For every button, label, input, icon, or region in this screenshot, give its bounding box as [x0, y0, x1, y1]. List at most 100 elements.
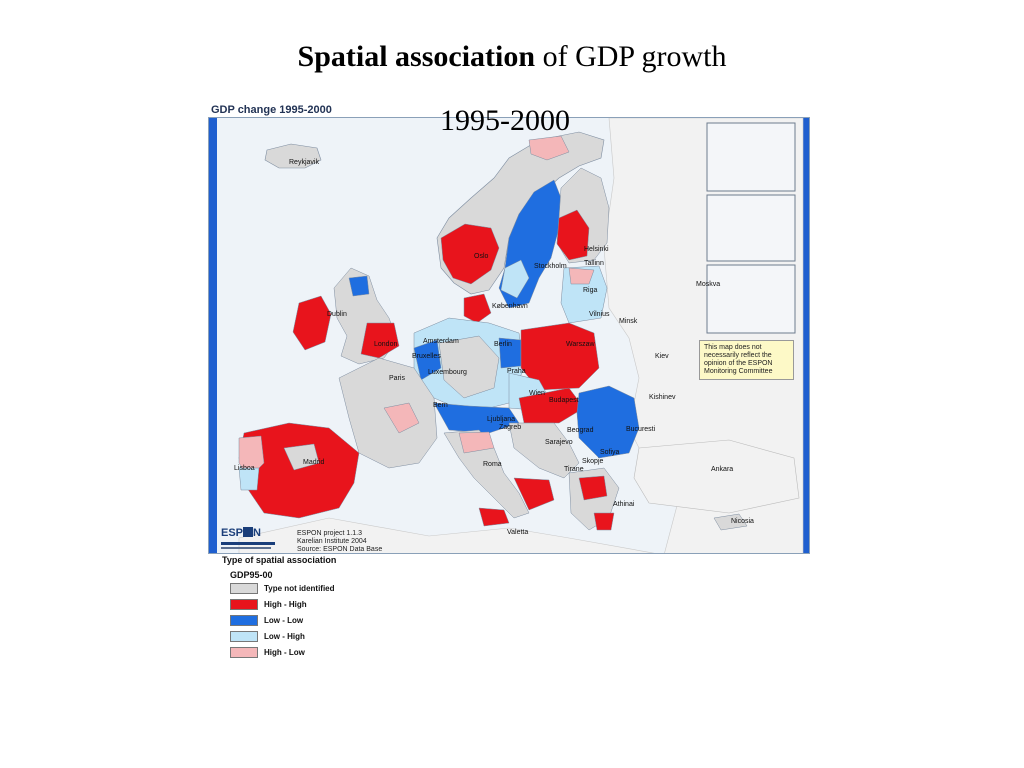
inset-reunion: [706, 264, 796, 334]
city-bruxelles: Bruxelles: [412, 353, 441, 360]
city-amsterdam: Amsterdam: [423, 338, 459, 345]
legend-swatch-high-high: [230, 598, 258, 610]
logo-text-left: ESP: [221, 527, 244, 539]
city-bern: Bern: [433, 402, 448, 409]
greece-south-hh: [593, 512, 615, 531]
map-disclaimer: This map does not necessarily reflect th…: [699, 340, 794, 380]
city-tirane: Tirane: [564, 466, 584, 473]
balkans-region: [508, 422, 580, 479]
legend-swatch-not-identified: [230, 582, 258, 594]
espon-logo: ESP N: [221, 527, 281, 553]
slide-title-rest: of GDP growth: [542, 40, 727, 73]
map-legend: Type of spatial association GDP95-00 Typ…: [222, 555, 402, 660]
city-praha: Praha: [507, 368, 526, 375]
legend-swatch-low-low: [230, 614, 258, 626]
norway-south-hh: [440, 223, 500, 285]
cyprus-region: [713, 513, 748, 531]
lisboa-lh: [238, 467, 260, 491]
legend-item: High - Low: [230, 644, 402, 660]
legend-subtitle: GDP95-00: [230, 570, 273, 580]
city-reykjavik: Reykjavik: [289, 159, 319, 166]
legend-label: Low - High: [264, 631, 305, 641]
legend-swatch-low-high: [230, 630, 258, 642]
city-zagreb: Zagreb: [499, 424, 521, 431]
city-dublin: Dublin: [327, 311, 347, 318]
city-sofiya: Sofiya: [600, 449, 620, 456]
italy-south-hh: [513, 477, 555, 511]
city-paris: Paris: [389, 375, 405, 382]
city-kobenhavn: København: [492, 303, 528, 310]
city-luxembourg: Luxembourg: [428, 369, 467, 376]
city-nicosia: Nicosia: [731, 518, 754, 525]
legend-item: Low - Low: [230, 612, 402, 628]
city-helsinki: Helsinki: [584, 246, 609, 253]
city-stockholm: Stockholm: [534, 263, 567, 270]
city-kishinev: Kishinev: [649, 394, 676, 401]
city-tallinn: Tallinn: [584, 260, 604, 267]
hungary-region: [518, 387, 585, 424]
turkey-region: [633, 439, 800, 514]
legend-title: Type of spatial association: [222, 555, 337, 565]
legend-label: High - Low: [264, 647, 305, 657]
benelux-ll: [413, 339, 442, 381]
city-warszawa: Warszaw: [566, 341, 595, 348]
sicily-hh: [478, 507, 510, 527]
north-africa: [238, 517, 655, 553]
city-sarajevo: Sarajevo: [545, 439, 573, 446]
logo-text-right: N: [253, 527, 261, 539]
map-frame: Reykjavik Oslo Stockholm Helsinki Tallin…: [208, 117, 810, 554]
city-madrid: Madrid: [303, 459, 325, 466]
city-london: London: [374, 341, 397, 348]
city-bucuresti: Bucuresti: [626, 426, 656, 433]
credits-line3: Source: ESPON Data Base: [297, 546, 383, 553]
credits-line1: ESPON project 1.1.3: [297, 530, 362, 537]
city-valetta: Valetta: [507, 529, 528, 536]
sweden-south-lh: [500, 259, 530, 299]
spain-center-ni: [283, 443, 320, 471]
germany-core-ni: [438, 335, 500, 399]
city-ankara: Ankara: [711, 466, 733, 473]
city-vilnius: Vilnius: [589, 311, 610, 318]
poland-region: [520, 322, 600, 391]
inset-guyane: [706, 194, 796, 262]
city-budapest: Budapest: [549, 397, 579, 404]
iceland-region: [264, 143, 322, 169]
legend-label: Type not identified: [264, 583, 335, 593]
estonia-hl: [568, 267, 595, 285]
legend-swatch-high-low: [230, 646, 258, 658]
city-beograd: Beograd: [567, 427, 594, 434]
city-skopje: Skopje: [582, 458, 604, 465]
map-header: GDP change 1995-2000: [211, 104, 332, 116]
city-moskva: Moskva: [696, 281, 720, 288]
city-oslo: Oslo: [474, 253, 489, 260]
city-minsk: Minsk: [619, 318, 638, 325]
city-athinai: Athinai: [613, 501, 635, 508]
city-roma: Roma: [483, 461, 502, 468]
greece-north-hh: [578, 475, 608, 501]
romania-bulgaria-ll: [576, 385, 640, 459]
credits-line2: Karelian Institute 2004: [297, 538, 367, 545]
map-credits: ESPON project 1.1.3 Karelian Institute 2…: [297, 530, 383, 553]
city-riga: Riga: [583, 287, 598, 294]
uk-north-ll: [348, 275, 370, 297]
city-kiev: Kiev: [655, 353, 669, 360]
norway-north-hl: [528, 135, 570, 161]
city-lisboa: Lisboa: [234, 465, 255, 472]
map-right-band: [803, 118, 809, 553]
inset-atlantic: [706, 122, 796, 192]
city-berlin: Berlin: [494, 341, 512, 348]
italy-north-hl: [458, 431, 495, 454]
finland-south-hh: [556, 209, 590, 261]
ireland-region: [292, 295, 332, 351]
denmark-region: [463, 293, 492, 324]
slide-title: Spatial association of GDP growth: [0, 40, 1024, 74]
uk-south-hh: [360, 322, 400, 359]
legend-item: High - High: [230, 596, 402, 612]
france-center-hl: [383, 402, 420, 434]
slide-subtitle: 1995-2000: [440, 104, 570, 137]
map-left-band: [209, 118, 217, 553]
europe-map: Reykjavik Oslo Stockholm Helsinki Tallin…: [209, 118, 809, 553]
legend-item: Type not identified: [230, 580, 402, 596]
legend-item: Low - High: [230, 628, 402, 644]
city-wien: Wien: [529, 390, 545, 397]
